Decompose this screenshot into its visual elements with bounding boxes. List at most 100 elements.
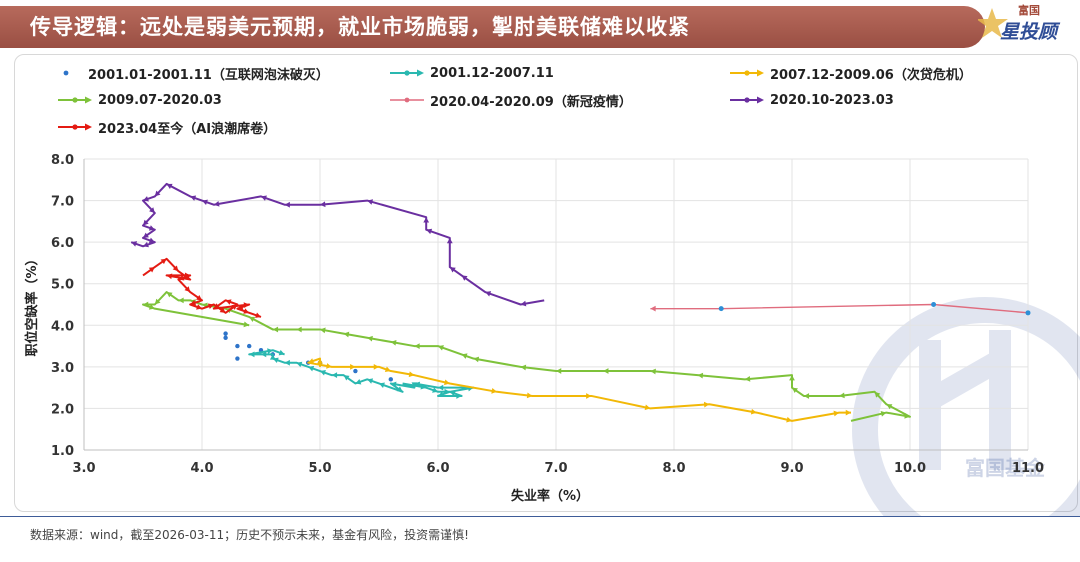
series-4-2020-04-2020-09 (650, 302, 1031, 316)
data-arrow (184, 286, 191, 293)
y-tick-label: 5.0 (51, 278, 74, 293)
data-arrow (414, 343, 420, 349)
data-arrow (473, 356, 480, 363)
data-arrow (143, 241, 149, 248)
data-arrow (432, 387, 438, 393)
y-tick-label: 8.0 (51, 153, 74, 168)
data-arrow (190, 300, 197, 306)
data-arrow (461, 353, 468, 359)
data-arrow (586, 393, 592, 399)
data-arrow (526, 392, 533, 399)
data-point (235, 356, 240, 361)
data-point (718, 306, 724, 312)
legend-label: 2020.10-2023.03 (770, 92, 894, 108)
data-point (223, 331, 228, 336)
legend-label: 2007.12-2009.06（次贷危机） (770, 67, 972, 83)
legend-arrow-icon (730, 96, 764, 104)
data-arrow (166, 183, 173, 189)
data-arrow (278, 349, 285, 356)
y-tick-label: 6.0 (51, 236, 74, 251)
data-arrow (249, 351, 255, 358)
data-arrow (269, 354, 276, 360)
data-arrow (650, 368, 656, 375)
data-arrow (789, 375, 795, 381)
data-arrow (491, 388, 497, 394)
data-arrow (148, 225, 155, 231)
data-arrow (219, 307, 226, 313)
series-1-2001-12-2007-11 (248, 348, 475, 399)
series-line (142, 291, 911, 422)
watermark-logo (852, 297, 1080, 516)
legend-label: 2023.04至今（AI浪潮席卷） (98, 121, 277, 137)
series-5-2020-10-2023-03 (130, 182, 545, 307)
data-arrow (237, 304, 244, 310)
data-arrow (744, 376, 751, 382)
data-arrow (267, 348, 273, 354)
data-arrow (296, 361, 303, 368)
data-arrow (148, 237, 155, 244)
legend-entry: 2023.04至今（AI浪潮席卷） (58, 118, 277, 137)
legend-entry: 2020.04-2020.09（新冠疫情） (390, 91, 632, 110)
data-arrow (178, 275, 185, 281)
data-point (353, 368, 358, 374)
data-arrow (390, 381, 397, 388)
legend-entry: 2001.12-2007.11 (390, 64, 554, 82)
data-arrow (154, 190, 161, 197)
data-arrow (196, 294, 202, 301)
data-arrow (317, 358, 323, 364)
data-arrow (320, 201, 326, 208)
data-arrow (320, 370, 326, 376)
data-arrow (444, 388, 450, 395)
title-banner: 传导逻辑：远处是弱美元预期，就业市场脆弱，掣肘美联储难以收紧 (0, 6, 985, 48)
data-arrow (261, 351, 267, 358)
data-arrow (148, 304, 155, 310)
data-arrow (456, 393, 462, 399)
data-arrow (556, 368, 562, 374)
data-arrow (213, 303, 220, 309)
brand-large: 星投顾 (1000, 21, 1058, 43)
legend-label: 2009.07-2020.03 (98, 92, 222, 108)
data-point (223, 335, 228, 340)
data-arrow (423, 217, 430, 223)
data-arrow (408, 371, 415, 378)
data-arrow (331, 372, 338, 379)
series-line (307, 357, 851, 422)
data-arrow (166, 292, 173, 298)
footer-note: 数据来源：wind，截至2026-03-11；历史不预示未来，基金有风险，投资需… (30, 528, 469, 542)
data-arrow (343, 331, 350, 338)
data-arrow (308, 358, 315, 364)
legend-arrow-icon (390, 69, 424, 77)
y-tick-label: 2.0 (51, 402, 74, 417)
series-3-2009-07-2020-03 (142, 291, 911, 422)
data-arrow (296, 326, 302, 333)
data-arrow (420, 383, 427, 390)
x-tick-label: 5.0 (308, 461, 331, 476)
series-line (248, 349, 475, 397)
x-tick-label: 3.0 (72, 461, 95, 476)
data-arrow (446, 237, 453, 244)
data-arrow (886, 404, 893, 410)
data-arrow (426, 228, 433, 235)
data-point (388, 377, 393, 382)
x-tick-label: 8.0 (662, 461, 685, 476)
page-title: 传导逻辑：远处是弱美元预期，就业市场脆弱，掣肘美联储难以收紧 (30, 15, 690, 39)
data-arrow (225, 299, 232, 305)
data-arrow (438, 384, 444, 391)
data-arrow (414, 381, 421, 388)
data-arrow (792, 387, 798, 394)
y-tick-label: 1.0 (51, 444, 74, 459)
data-arrow (243, 308, 250, 314)
data-arrow (148, 267, 155, 273)
legend-entry: 2020.10-2023.03 (730, 91, 894, 109)
data-arrow (874, 391, 881, 398)
data-arrow (461, 275, 468, 281)
data-arrow (284, 201, 290, 208)
legend-entry: 2009.07-2020.03 (58, 91, 222, 109)
data-arrow (880, 410, 887, 417)
data-arrow (449, 390, 456, 397)
chart-svg: 富国基金 3.0 4.0 5.0 6.0 7.0 8.0 9.0 10.0 11.0 1.0 2.0 3… (24, 153, 1080, 516)
data-arrow (272, 326, 279, 333)
x-tick-label: 4.0 (190, 461, 213, 476)
legend-label: 2001.12-2007.11 (430, 65, 554, 81)
data-arrow (207, 303, 214, 309)
